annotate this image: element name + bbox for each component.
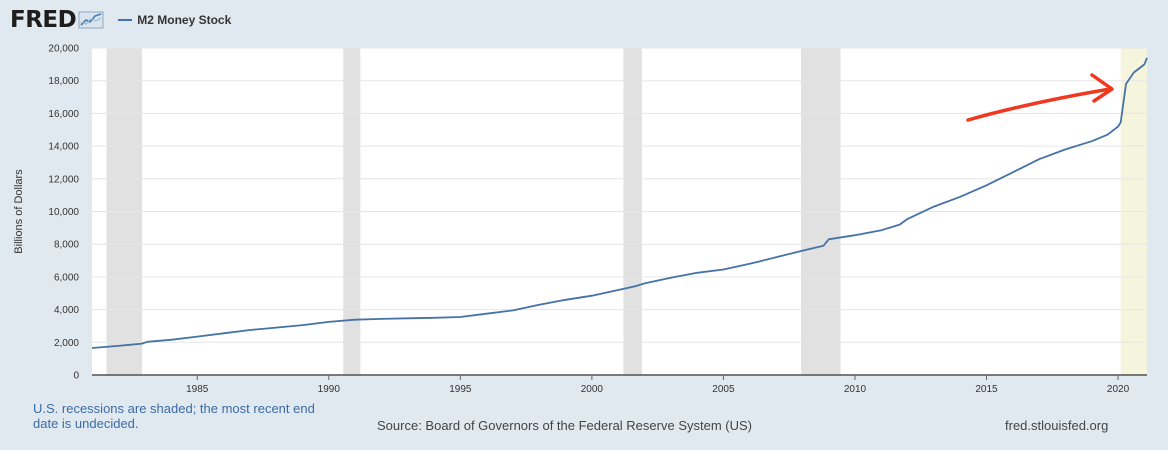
y-tick-label: 6,000 [54, 272, 79, 283]
y-tick-label: 4,000 [54, 305, 79, 316]
y-tick-label: 0 [73, 371, 79, 382]
y-tick-label: 2,000 [54, 338, 79, 349]
recession-note: U.S. recessions are shaded; the most rec… [33, 401, 315, 431]
legend-label: M2 Money Stock [137, 13, 232, 27]
series-line-m2[interactable] [91, 57, 1148, 349]
y-tick-label: 18,000 [48, 76, 79, 87]
y-tick-label: 16,000 [48, 109, 79, 120]
x-tick-label: 2005 [712, 384, 735, 395]
fred-graph-icon [78, 11, 104, 29]
legend-swatch [118, 19, 133, 21]
source-credit: Source: Board of Governors of the Federa… [377, 418, 752, 433]
x-tick-label: 1985 [186, 384, 209, 395]
chart-header: FRED M2 Money Stock [10, 6, 231, 34]
x-tick-label: 1990 [318, 384, 341, 395]
y-tick-label: 8,000 [54, 240, 79, 251]
y-axis-title: Billions of Dollars [13, 169, 25, 254]
annotation-arrowhead-icon [1090, 73, 1114, 103]
fred-logo-text: FRED [10, 7, 77, 33]
annotation-arrow-icon [966, 87, 1112, 122]
x-tick-label: 2010 [844, 384, 867, 395]
y-tick-label: 12,000 [48, 174, 79, 185]
site-link[interactable]: fred.stlouisfed.org [1005, 418, 1109, 433]
y-tick-label: 10,000 [48, 207, 79, 218]
chart-legend[interactable]: M2 Money Stock [118, 13, 231, 27]
x-tick-label: 2000 [581, 384, 604, 395]
y-tick-label: 14,000 [48, 142, 79, 153]
y-tick-label: 20,000 [48, 44, 79, 55]
x-tick-label: 1995 [449, 384, 472, 395]
fred-logo[interactable]: FRED [10, 7, 104, 33]
x-tick-label: 2015 [975, 384, 998, 395]
x-tick-label: 2020 [1107, 384, 1130, 395]
